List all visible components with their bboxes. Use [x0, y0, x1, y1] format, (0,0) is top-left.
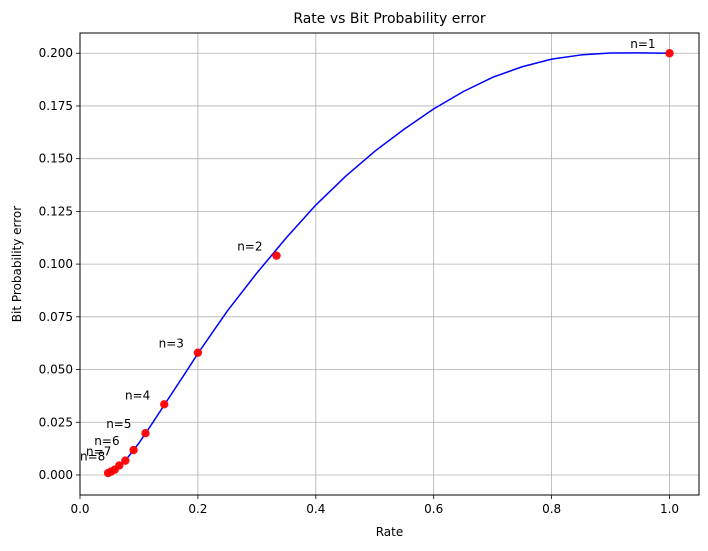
- y-tick-label: 0.100: [39, 257, 73, 271]
- data-point: [141, 429, 150, 438]
- y-tick-label: 0.175: [39, 99, 73, 113]
- y-axis: 0.000 0.025 0.050 0.075 0.100 0.125 0.150 0.175…: [39, 46, 80, 482]
- point-annotation: n=4: [125, 388, 150, 402]
- point-annotation: n=7: [86, 445, 111, 459]
- data-point: [160, 400, 169, 409]
- chart-annotations: n=1 n=2 n=3 n=4 n=5 n=6n=7n=8: [80, 37, 655, 463]
- x-tick-label: 0.6: [424, 502, 443, 516]
- data-point: [129, 445, 138, 455]
- y-tick-label: 0.050: [39, 363, 73, 377]
- point-annotation: n=2: [237, 240, 262, 254]
- data-point: [193, 348, 203, 357]
- data-point: [121, 456, 130, 465]
- plot-series: [103, 49, 674, 478]
- x-tick-label: 1.0: [660, 502, 679, 516]
- y-tick-label: 0.125: [39, 204, 73, 218]
- point-annotation: n=1: [630, 37, 655, 51]
- x-tick-label: 0.8: [542, 502, 561, 516]
- y-tick-label: 0.150: [39, 152, 73, 166]
- series-line: [107, 52, 671, 474]
- grid-lines: [79, 33, 699, 495]
- x-tick-label: 0.4: [306, 502, 325, 516]
- point-annotation: n=8: [80, 449, 105, 463]
- y-axis-label: Bit Probability error: [10, 206, 24, 322]
- y-tick-label: 0.200: [39, 46, 73, 60]
- data-point: [272, 251, 281, 260]
- x-tick-label: 0.2: [188, 502, 207, 516]
- y-tick-label: 0.025: [39, 415, 73, 429]
- y-tick-label: 0.075: [39, 310, 73, 324]
- point-annotation: n=5: [106, 417, 131, 431]
- point-annotation: n=3: [159, 337, 184, 351]
- point-annotation: n=6: [94, 434, 119, 448]
- x-tick-label: 0.0: [70, 502, 89, 516]
- data-point: [103, 468, 113, 478]
- y-tick-label: 0.000: [39, 468, 73, 482]
- x-axis-label: Rate: [376, 525, 404, 539]
- x-axis: 0.0 0.2 0.4 0.6 0.8 1.0: [70, 495, 679, 516]
- data-point: [665, 49, 674, 58]
- chart-title: Rate vs Bit Probability error: [293, 11, 486, 27]
